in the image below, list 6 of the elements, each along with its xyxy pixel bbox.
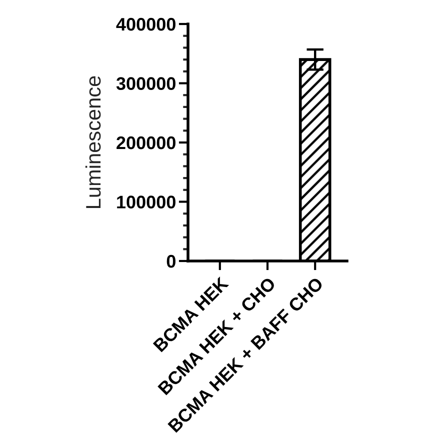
y-tick-label: 300000: [116, 77, 176, 90]
y-tick-label: 400000: [116, 18, 176, 31]
y-axis-title: Luminescence: [85, 76, 101, 208]
y-tick-label: 0: [166, 254, 176, 268]
y-tick-label: 100000: [117, 196, 176, 208]
y-tick-label: 200000: [116, 136, 176, 150]
